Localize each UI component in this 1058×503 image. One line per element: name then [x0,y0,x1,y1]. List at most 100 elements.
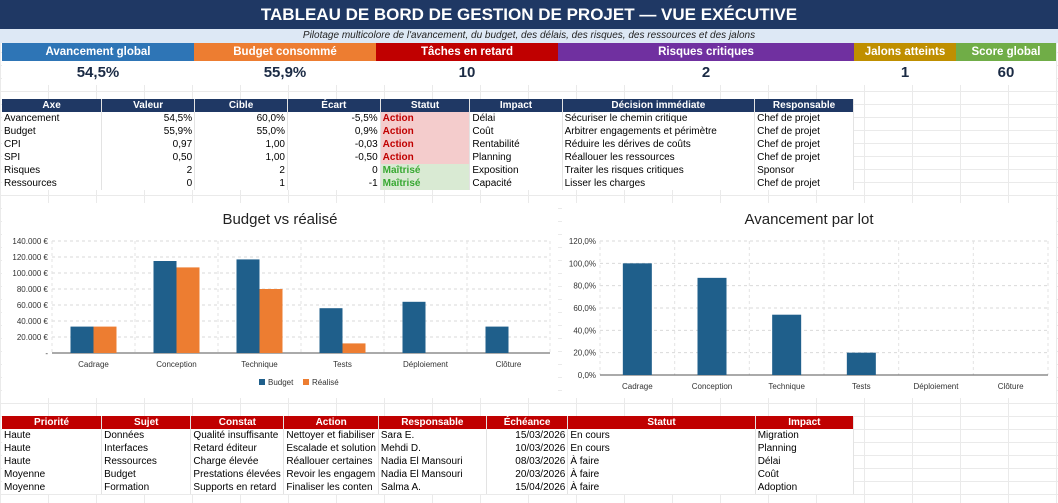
actions-cell[interactable]: Planning [755,442,855,455]
axes-cell[interactable]: -5,5% [287,112,381,125]
actions-cell[interactable]: Ressources [101,455,192,468]
axes-cell[interactable]: Action [380,151,471,164]
axes-cell[interactable]: 0,97 [101,138,196,151]
axes-cell[interactable]: Réallouer les ressources [562,151,756,164]
axes-cell[interactable]: CPI [2,138,103,151]
actions-cell[interactable]: Salma A. [378,481,487,494]
y-tick-label: 60,0% [573,304,596,313]
actions-table-header: Priorité Sujet Constat Action Responsable Éch… [2,416,855,429]
axes-cell[interactable]: Coût [469,125,563,138]
actions-cell[interactable]: En cours [567,442,756,455]
axes-cell[interactable]: Chef de projet [754,177,854,190]
axes-cell[interactable]: SPI [2,151,103,164]
axes-cell[interactable]: Chef de projet [754,112,854,125]
actions-cell[interactable]: Charge élevée [190,455,285,468]
axes-cell[interactable]: 54,5% [101,112,196,125]
axes-cell[interactable]: 55,0% [194,125,288,138]
actions-cell[interactable]: Coût [755,468,855,481]
actions-cell[interactable]: 15/04/2026 [486,481,569,494]
actions-cell[interactable]: À faire [567,481,756,494]
actions-cell[interactable]: Escalade et solution [283,442,379,455]
axes-cell[interactable]: Risques [2,164,103,177]
axes-cell[interactable]: Sponsor [754,164,854,177]
legend-swatch [303,379,309,385]
actions-cell[interactable]: Haute [2,455,103,468]
actions-cell[interactable]: 20/03/2026 [486,468,569,481]
actions-cell[interactable]: Budget [101,468,192,481]
axes-cell[interactable]: 0 [101,177,196,190]
axes-cell[interactable]: 0 [287,164,381,177]
actions-cell[interactable]: Formation [101,481,192,494]
actions-cell[interactable]: Nadia El Mansouri [378,455,487,468]
axes-cell[interactable]: Réduire les dérives de coûts [562,138,756,151]
actions-cell[interactable]: En cours [567,429,756,442]
actions-cell[interactable]: À faire [567,468,756,481]
actions-cell[interactable]: À faire [567,455,756,468]
axes-cell[interactable]: Chef de projet [754,138,854,151]
axes-cell[interactable]: -0,03 [287,138,381,151]
axes-cell[interactable]: 0,50 [101,151,196,164]
actions-cell[interactable]: Prestations élevées [190,468,285,481]
actions-cell[interactable]: Moyenne [2,481,103,494]
actions-cell[interactable]: Migration [755,429,855,442]
axes-cell[interactable]: Arbitrer engagements et périmètre [562,125,756,138]
axes-cell[interactable]: 0,9% [287,125,381,138]
actions-cell[interactable]: Nettoyer et fiabiliser [283,429,379,442]
actions-cell[interactable]: 10/03/2026 [486,442,569,455]
axes-cell[interactable]: Action [380,125,471,138]
axes-cell[interactable]: -1 [287,177,381,190]
actions-cell[interactable]: Données [101,429,192,442]
axes-cell[interactable]: Budget [2,125,103,138]
axes-cell[interactable]: Exposition [469,164,563,177]
kpi-label-4: Jalons atteints [854,43,956,61]
actions-cell[interactable]: Qualité insuffisante [190,429,285,442]
kpi-value-1: 55,9% [194,61,376,85]
kpi-label-3: Risques critiques [558,43,854,61]
actions-cell[interactable]: Nadia El Mansouri [378,468,487,481]
actions-cell[interactable]: Mehdi D. [378,442,487,455]
axes-cell[interactable]: 2 [194,164,288,177]
axes-cell[interactable]: Action [380,138,471,151]
actions-row: Haute Données Qualité insuffisante Nettoyer… [2,429,855,442]
axes-cell[interactable]: Rentabilité [469,138,563,151]
axes-cell[interactable]: Capacité [469,177,563,190]
actions-cell[interactable]: Réallouer certaines [283,455,379,468]
axes-cell[interactable]: 55,9% [101,125,196,138]
actions-cell[interactable]: Finaliser les conten [283,481,379,494]
axes-cell[interactable]: Sécuriser le chemin critique [562,112,756,125]
axes-cell[interactable]: Ressources [2,177,103,190]
axes-cell[interactable]: Lisser les charges [562,177,756,190]
axes-cell[interactable]: 1 [194,177,288,190]
y-tick-label: 80,0% [573,282,596,291]
actions-cell[interactable]: 08/03/2026 [486,455,569,468]
actions-cell[interactable]: Adoption [755,481,855,494]
axes-cell[interactable]: Traiter les risques critiques [562,164,756,177]
axes-cell[interactable]: Maîtrisé [380,164,471,177]
progress-chart[interactable]: Avancement par lot 0,0% 20,0% 40,0% 60,0% 80… [562,203,1056,398]
budget-chart[interactable]: Budget vs réalisé - 20.000 € 40.000 € 60.00… [2,203,558,398]
actions-cell[interactable]: Revoir les engagem [283,468,379,481]
actions-cell[interactable]: Moyenne [2,468,103,481]
actions-cell[interactable]: Délai [755,455,855,468]
actions-cell[interactable]: Retard éditeur [190,442,285,455]
axes-cell[interactable]: Chef de projet [754,151,854,164]
axes-cell[interactable]: Planning [469,151,563,164]
axes-cell[interactable]: 1,00 [194,138,288,151]
axes-col-header: Décision immédiate [562,99,756,112]
actions-cell[interactable]: Haute [2,442,103,455]
actions-cell[interactable]: Supports en retard [190,481,285,494]
axes-cell[interactable]: Délai [469,112,563,125]
axes-cell[interactable]: Maîtrisé [380,177,471,190]
axes-cell[interactable]: 1,00 [194,151,288,164]
axes-cell[interactable]: -0,50 [287,151,381,164]
actions-cell[interactable]: Interfaces [101,442,192,455]
x-tick-label: Clôture [998,382,1024,391]
axes-cell[interactable]: 60,0% [194,112,288,125]
actions-cell[interactable]: Sara E. [378,429,487,442]
axes-cell[interactable]: Action [380,112,471,125]
axes-cell[interactable]: Chef de projet [754,125,854,138]
actions-cell[interactable]: 15/03/2026 [486,429,569,442]
axes-cell[interactable]: 2 [101,164,196,177]
actions-cell[interactable]: Haute [2,429,103,442]
axes-cell[interactable]: Avancement [2,112,103,125]
